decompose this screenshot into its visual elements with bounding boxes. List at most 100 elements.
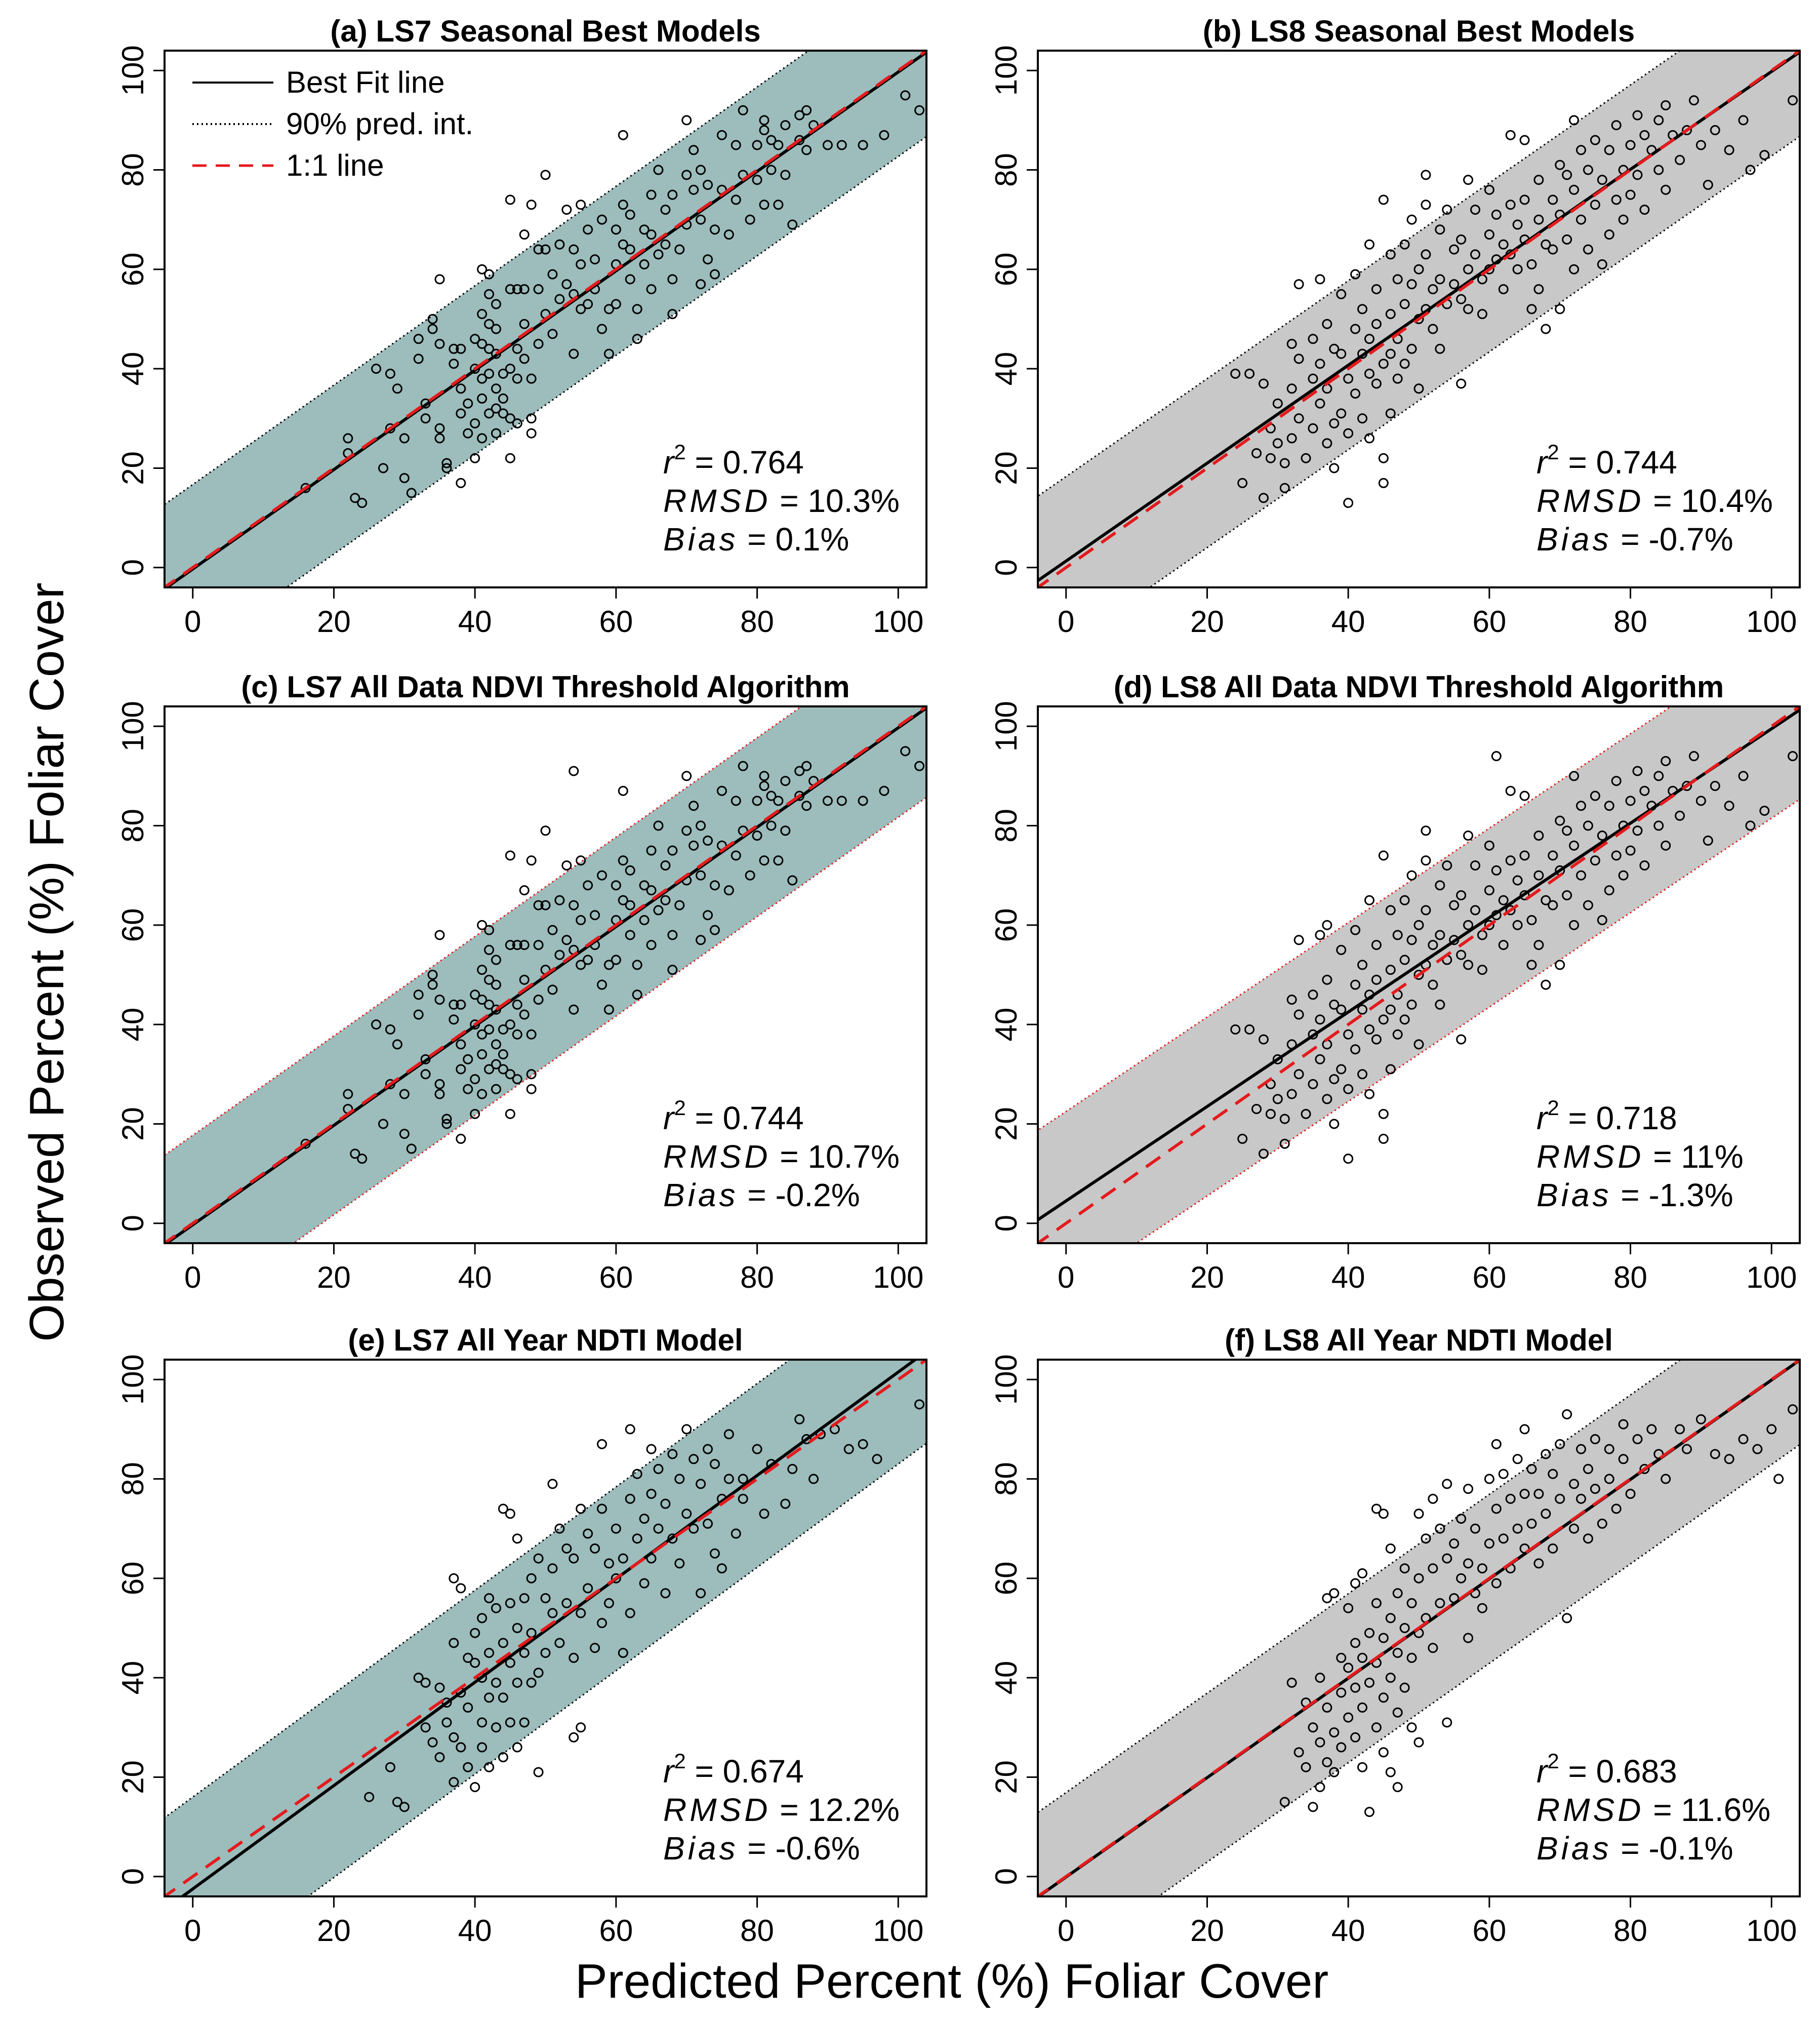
y-axis-label: Observed Percent (%) Foliar Cover <box>20 582 74 1341</box>
data-point <box>1399 895 1410 905</box>
data-point <box>1435 343 1445 354</box>
data-point <box>1449 244 1460 255</box>
stat-bias-value: -0.2% <box>775 1177 860 1213</box>
data-point <box>456 383 466 394</box>
data-point <box>1421 249 1431 260</box>
plot-area <box>1038 1360 1800 1896</box>
data-point <box>1329 999 1340 1010</box>
data-point <box>1484 840 1494 851</box>
data-point <box>1428 1493 1438 1504</box>
data-point <box>1421 170 1431 180</box>
data-point <box>1315 359 1325 369</box>
data-point <box>625 865 635 876</box>
data-point <box>674 1474 685 1484</box>
data-point <box>1745 820 1756 831</box>
data-point <box>822 140 833 150</box>
data-point <box>709 1459 720 1470</box>
data-point <box>1435 880 1445 891</box>
data-point <box>1456 949 1467 960</box>
data-point <box>1512 1523 1523 1534</box>
data-point <box>1428 979 1438 990</box>
data-point <box>1286 339 1297 349</box>
data-point <box>1336 348 1347 359</box>
data-point <box>1385 965 1396 975</box>
x-tick-label: 80 <box>1613 1914 1647 1948</box>
data-point <box>1329 1074 1340 1085</box>
best-fit-line <box>1038 51 1800 583</box>
data-point <box>1315 1782 1325 1793</box>
stat-r2-value: 0.744 <box>1596 444 1677 481</box>
pred-interval-lower <box>1157 1443 1800 1896</box>
data-point <box>900 746 911 757</box>
y-tick-label: 0 <box>116 1215 150 1232</box>
data-point <box>1456 890 1467 900</box>
data-point <box>787 1463 798 1474</box>
data-point <box>1357 960 1368 970</box>
data-point <box>1378 1509 1389 1519</box>
legend-label: 90% pred. int. <box>286 107 473 141</box>
pred-interval-lower <box>292 796 926 1243</box>
data-point <box>399 1129 410 1139</box>
x-tick-label: 20 <box>1190 1260 1224 1294</box>
data-point <box>463 1054 473 1064</box>
data-point <box>773 140 784 150</box>
data-point <box>1406 1722 1417 1733</box>
data-point <box>491 1722 501 1733</box>
x-tick-label: 80 <box>740 1260 774 1294</box>
data-point <box>914 761 925 771</box>
data-point <box>1364 1807 1374 1817</box>
data-point <box>1301 453 1311 463</box>
data-point <box>618 1648 628 1658</box>
stat-r2-symbol: r <box>663 1100 675 1136</box>
data-point <box>512 940 522 950</box>
data-point <box>561 205 572 215</box>
data-point <box>625 209 635 220</box>
data-point <box>1364 334 1374 344</box>
data-point <box>456 1133 466 1144</box>
data-point <box>1611 120 1622 131</box>
data-point <box>477 1742 488 1753</box>
data-point <box>526 200 537 210</box>
data-point <box>1498 895 1509 905</box>
data-point <box>547 269 558 280</box>
data-point <box>512 999 522 1010</box>
data-point <box>1336 944 1347 955</box>
data-point <box>1279 458 1290 468</box>
data-point <box>1315 1054 1325 1064</box>
stat-bias: Bias = -0.7% <box>1536 521 1733 558</box>
plot-frame <box>164 705 927 1244</box>
data-point <box>1413 264 1424 274</box>
data-point <box>625 1493 635 1504</box>
data-point <box>808 1474 819 1484</box>
data-point <box>1315 274 1325 285</box>
data-point <box>1350 1638 1361 1648</box>
data-point <box>1463 960 1474 970</box>
data-point <box>1301 1762 1311 1772</box>
data-point <box>583 1583 593 1594</box>
data-point <box>1526 960 1537 970</box>
data-point <box>1322 319 1332 329</box>
data-point <box>1463 304 1474 314</box>
data-point <box>1618 214 1629 225</box>
data-point <box>1442 860 1452 871</box>
data-point <box>773 200 784 210</box>
data-point <box>413 1673 424 1683</box>
stat-eq: = <box>771 1138 807 1175</box>
y-tick-label: 80 <box>989 809 1023 843</box>
y-tick-label: 100 <box>116 701 150 751</box>
data-point <box>427 979 438 990</box>
y-tick-label: 60 <box>989 252 1023 286</box>
data-point <box>477 1049 488 1060</box>
data-point <box>1279 1114 1290 1124</box>
data-point <box>1406 1652 1417 1663</box>
data-point <box>590 910 600 921</box>
data-point <box>434 339 445 349</box>
data-point <box>1583 165 1593 175</box>
stat-rmsd-value: 11% <box>1681 1138 1743 1175</box>
data-point <box>801 105 812 115</box>
data-point <box>512 343 522 354</box>
data-point <box>752 1444 762 1454</box>
data-point <box>371 1019 382 1030</box>
stat-eq: = <box>771 483 807 519</box>
stat-rmsd: RMSD = 10.3% <box>663 483 900 519</box>
